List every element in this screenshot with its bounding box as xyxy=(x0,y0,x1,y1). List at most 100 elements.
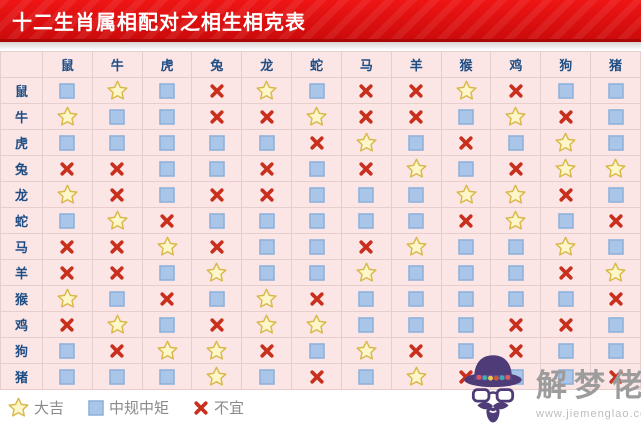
x-icon xyxy=(210,239,224,254)
x-icon xyxy=(309,135,324,150)
square-icon xyxy=(408,134,425,151)
compat-cell xyxy=(490,103,542,130)
x-icon xyxy=(60,265,75,280)
column-header: 马 xyxy=(340,51,392,78)
compat-cell xyxy=(191,103,243,130)
x-icon xyxy=(110,265,124,280)
compat-cell xyxy=(590,311,641,338)
compat-cell xyxy=(340,337,392,364)
compat-cell xyxy=(241,285,293,312)
compat-cell xyxy=(340,233,392,260)
compat-cell xyxy=(490,311,542,338)
star-icon xyxy=(356,132,377,152)
square-icon xyxy=(59,342,76,359)
mascot-glasses xyxy=(471,388,515,403)
compat-cell xyxy=(340,207,392,234)
compat-cell xyxy=(141,207,193,234)
square-icon xyxy=(59,368,76,385)
square-icon xyxy=(109,368,126,385)
row-header: 虎 xyxy=(0,129,43,156)
legend-item-daji: 大吉 xyxy=(8,397,64,418)
star-icon xyxy=(455,80,477,100)
compat-cell xyxy=(91,311,143,338)
banner-shadow xyxy=(0,42,641,50)
x-icon xyxy=(559,109,573,124)
row-header: 鸡 xyxy=(0,311,43,338)
compat-cell xyxy=(340,181,392,208)
compat-cell xyxy=(390,259,442,286)
compat-cell xyxy=(590,337,641,364)
corner-cell xyxy=(0,51,43,78)
star-icon xyxy=(156,236,178,256)
compat-cell xyxy=(540,155,592,182)
compat-cell xyxy=(91,233,143,260)
compat-cell xyxy=(241,129,293,156)
star-icon xyxy=(455,184,477,204)
compat-cell xyxy=(91,129,143,156)
compat-cell xyxy=(141,259,193,286)
compat-cell xyxy=(340,363,392,390)
square-icon xyxy=(458,160,474,177)
star-icon xyxy=(8,397,29,417)
x-icon xyxy=(60,239,75,254)
square-icon xyxy=(258,134,275,151)
star-icon xyxy=(356,262,377,282)
star-icon xyxy=(306,106,327,126)
square-icon xyxy=(607,82,624,99)
compat-cell xyxy=(141,311,193,338)
column-header: 鼠 xyxy=(42,51,93,78)
star-icon xyxy=(206,262,227,282)
x-icon xyxy=(409,343,423,358)
compat-cell xyxy=(590,129,641,156)
square-icon xyxy=(607,108,624,125)
square-icon xyxy=(308,160,325,177)
compat-cell xyxy=(291,129,342,156)
compat-cell xyxy=(91,207,143,234)
compat-cell xyxy=(440,155,492,182)
compat-cell xyxy=(141,285,193,312)
compat-cell xyxy=(191,337,243,364)
x-icon xyxy=(309,291,324,306)
square-icon xyxy=(458,264,474,281)
square-icon xyxy=(607,186,624,203)
compat-cell xyxy=(540,285,592,312)
compat-cell xyxy=(191,285,243,312)
legend-label: 不宜 xyxy=(214,400,245,417)
compat-cell xyxy=(540,181,592,208)
star-icon xyxy=(406,366,427,386)
square-icon xyxy=(258,212,275,229)
compat-cell xyxy=(590,155,641,182)
star-icon xyxy=(256,80,277,100)
square-icon xyxy=(159,160,175,177)
star-icon xyxy=(406,236,427,256)
x-icon xyxy=(160,213,174,228)
x-icon xyxy=(608,213,623,228)
square-icon xyxy=(508,238,524,255)
square-icon xyxy=(607,134,624,151)
x-icon xyxy=(359,109,373,124)
compat-cell xyxy=(241,77,293,104)
compat-cell xyxy=(291,207,342,234)
compat-cell xyxy=(241,337,293,364)
x-icon xyxy=(110,343,124,358)
compat-cell xyxy=(42,129,93,156)
compat-cell xyxy=(440,181,492,208)
compat-cell xyxy=(91,259,143,286)
legend-item-zhonggui: 中规中矩 xyxy=(88,397,169,418)
x-icon xyxy=(509,343,523,358)
compat-cell xyxy=(191,363,243,390)
legend-label: 中规中矩 xyxy=(109,400,170,417)
square-icon xyxy=(607,238,624,255)
compat-cell xyxy=(141,233,193,260)
compat-cell xyxy=(191,311,243,338)
compat-cell xyxy=(241,311,293,338)
compat-cell xyxy=(91,181,143,208)
compat-cell xyxy=(590,207,641,234)
star-icon xyxy=(107,210,128,230)
compat-cell xyxy=(390,311,442,338)
table-row: 猴 xyxy=(0,285,641,312)
compat-cell xyxy=(291,155,342,182)
watermark: 解梦佬 www.jiemenglao.com xyxy=(452,350,641,425)
watermark-text: 解梦佬 www.jiemenglao.com xyxy=(536,360,641,420)
x-icon xyxy=(509,161,523,176)
